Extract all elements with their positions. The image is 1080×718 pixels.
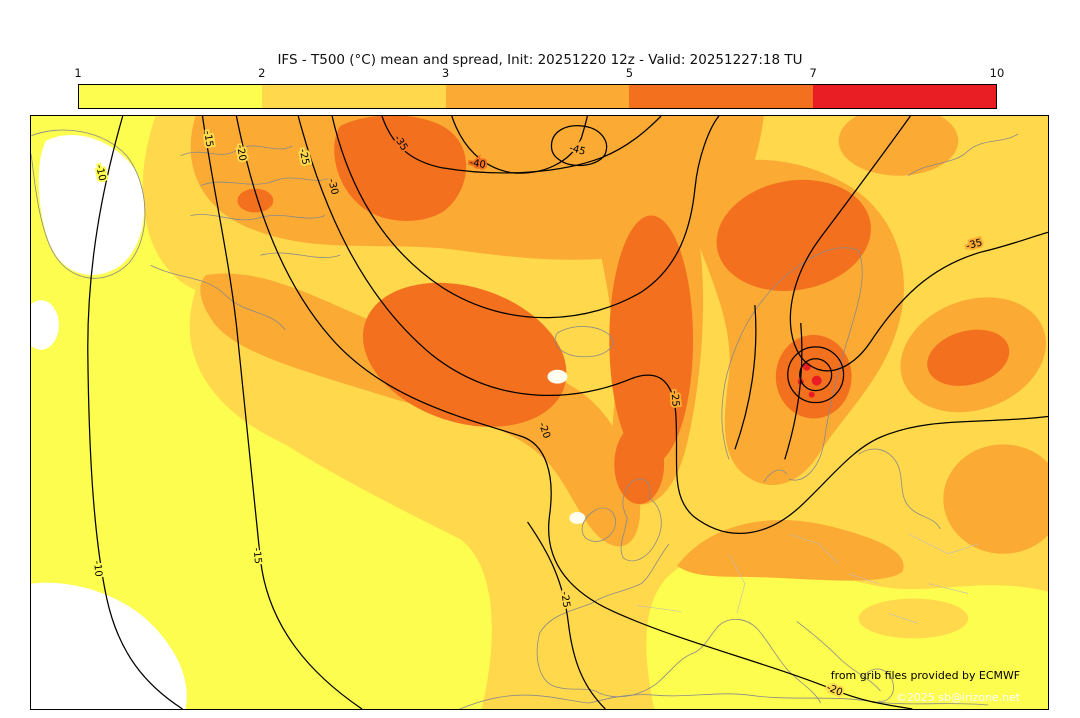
colorbar-tick: 5 — [625, 66, 634, 80]
spread-region-orange — [614, 424, 665, 505]
spread-region-amber — [200, 273, 641, 547]
contour-minus25 — [297, 116, 1048, 535]
spread-region-orange — [927, 329, 1010, 386]
colorbar-ticks: 1 2 3 5 7 10 — [74, 66, 1004, 81]
coastline-europe-west — [536, 543, 822, 704]
colorbar-segment — [812, 85, 997, 108]
coastline-canada-arctic — [150, 145, 341, 331]
coastline-baltic — [858, 448, 941, 530]
contour-layer — [87, 116, 1048, 709]
colorbar-tick: 3 — [441, 66, 450, 80]
contour-label: -10 — [91, 560, 104, 577]
coastline-greenland — [31, 129, 146, 279]
country-borders — [637, 533, 979, 624]
colorbar-tick: 1 — [74, 66, 82, 80]
spread-region-white — [31, 582, 187, 709]
contour-closed-low — [787, 346, 845, 404]
spread-region-orange — [716, 179, 871, 291]
colorbar-segment — [262, 85, 446, 108]
spread-fill-layer — [31, 116, 1048, 709]
colorbar-tick: 7 — [809, 66, 817, 80]
coastline-arctic-east — [908, 133, 1019, 177]
contour-labels-layer: -10-10-15-15-20-20-20-25-25-25-30-35-35-… — [89, 128, 986, 701]
colorbar-tick: 2 — [258, 66, 266, 80]
spread-region-amber — [677, 520, 904, 581]
colorbar-tick: 10 — [989, 66, 1005, 80]
contour-label: -25 — [669, 390, 681, 407]
weather-map: -10-10-15-15-20-20-20-25-25-25-30-35-35-… — [31, 116, 1048, 709]
chart-title: IFS - T500 (°C) mean and spread, Init: 2… — [277, 52, 803, 68]
contour-minus10 — [87, 116, 183, 709]
spread-region-white — [547, 369, 568, 384]
contour-minus30 — [331, 116, 720, 319]
spread-region-amber — [943, 444, 1048, 554]
spread-region-orange — [334, 116, 467, 221]
spread-region-red — [808, 391, 815, 398]
credit-provider: from grib files provided by ECMWF — [831, 669, 1020, 682]
spread-region-orange — [362, 282, 567, 427]
contour-label: -25 — [558, 591, 571, 609]
spread-region-white — [569, 511, 586, 524]
coastline-adriatic-greece — [796, 621, 894, 702]
contour-minus35-east — [789, 116, 1048, 372]
spread-region-orange — [237, 188, 274, 213]
contour-label: -15 — [201, 130, 214, 148]
contour-minus15 — [201, 116, 363, 709]
contour-minus45 — [550, 125, 608, 167]
colorbar-segment — [445, 85, 630, 108]
contour-minus20 — [235, 116, 913, 709]
contour-closed-low — [799, 358, 833, 392]
spread-region-gold — [858, 598, 969, 639]
coastline-scandinavia — [721, 247, 863, 483]
credit-copyright: ©2025 sb@irizone.net — [896, 691, 1021, 704]
coastline-iceland — [554, 326, 614, 358]
colorbar-segment — [79, 85, 263, 108]
spread-region-white — [31, 300, 59, 350]
contour-label: -20 — [234, 144, 248, 162]
contour-trough-lines — [734, 304, 803, 460]
spread-region-red — [811, 375, 822, 386]
map-frame: -10 -10 -15 -15 -20 -20 -20 -25 -25 -25 -30 -35 -35-… — [30, 115, 1049, 710]
colorbar — [78, 84, 997, 109]
coastline-ireland — [581, 507, 616, 542]
contour-label: -15 — [251, 547, 264, 564]
contour-minus25-south — [527, 521, 606, 709]
contour-minus40 — [451, 116, 588, 174]
contour-minus35-west — [381, 116, 662, 174]
spread-region-white — [38, 135, 145, 275]
coastline-britain — [620, 478, 662, 562]
spread-region-amber — [838, 116, 959, 176]
spread-region-orange — [609, 215, 694, 465]
coastlines-layer — [31, 129, 1019, 709]
colorbar-segment — [629, 85, 813, 108]
contour-label: -40 — [469, 157, 487, 171]
